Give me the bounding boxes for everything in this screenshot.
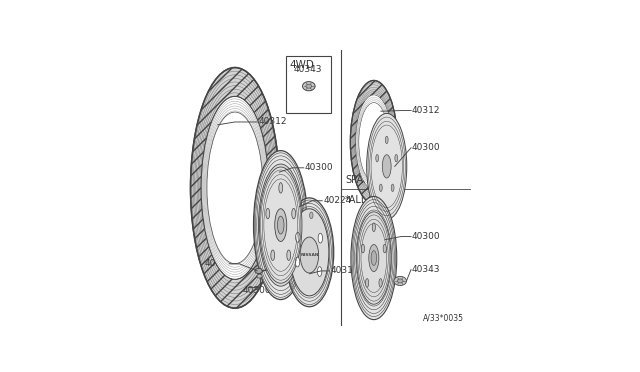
Ellipse shape xyxy=(287,250,291,260)
Ellipse shape xyxy=(397,279,403,283)
Ellipse shape xyxy=(382,155,391,178)
Text: 40315: 40315 xyxy=(330,266,359,275)
Text: SPARE: SPARE xyxy=(345,175,376,185)
Ellipse shape xyxy=(380,184,382,192)
Text: 40343: 40343 xyxy=(412,265,440,274)
Ellipse shape xyxy=(371,251,376,266)
Text: 40300: 40300 xyxy=(412,232,440,241)
Ellipse shape xyxy=(191,68,279,308)
Ellipse shape xyxy=(359,103,389,182)
Ellipse shape xyxy=(351,196,397,320)
Ellipse shape xyxy=(356,212,391,304)
Text: 40300: 40300 xyxy=(412,143,440,152)
Ellipse shape xyxy=(379,279,382,287)
Bar xyxy=(287,56,331,113)
Ellipse shape xyxy=(255,268,262,273)
Ellipse shape xyxy=(391,184,394,192)
Ellipse shape xyxy=(300,237,319,273)
Ellipse shape xyxy=(369,244,379,272)
Ellipse shape xyxy=(306,84,312,88)
Ellipse shape xyxy=(253,151,308,299)
Text: 40311: 40311 xyxy=(205,259,234,268)
Ellipse shape xyxy=(303,81,315,91)
Ellipse shape xyxy=(278,216,284,234)
Text: 40300A: 40300A xyxy=(242,286,277,295)
Ellipse shape xyxy=(317,267,322,276)
Ellipse shape xyxy=(285,198,333,307)
Text: 40343: 40343 xyxy=(293,65,322,74)
Ellipse shape xyxy=(275,209,287,241)
Ellipse shape xyxy=(318,233,323,243)
Ellipse shape xyxy=(383,244,387,253)
Text: 40312: 40312 xyxy=(412,106,440,115)
Text: *ALL: *ALL xyxy=(345,195,367,205)
Ellipse shape xyxy=(259,164,303,286)
Ellipse shape xyxy=(207,112,263,264)
Ellipse shape xyxy=(362,244,365,253)
Text: NISSAN: NISSAN xyxy=(300,253,319,257)
Ellipse shape xyxy=(394,276,406,286)
Ellipse shape xyxy=(365,279,369,287)
Text: A/33*0035: A/33*0035 xyxy=(423,314,464,323)
Ellipse shape xyxy=(266,208,269,219)
Text: 40312: 40312 xyxy=(259,118,287,126)
Ellipse shape xyxy=(296,232,300,242)
Ellipse shape xyxy=(310,212,313,219)
Text: 4WD: 4WD xyxy=(290,60,315,70)
Ellipse shape xyxy=(385,136,388,144)
Ellipse shape xyxy=(201,96,269,279)
Ellipse shape xyxy=(356,95,392,189)
Ellipse shape xyxy=(279,183,283,193)
Ellipse shape xyxy=(367,113,407,219)
Text: 40300: 40300 xyxy=(305,163,333,172)
Text: 40224: 40224 xyxy=(323,196,351,205)
Ellipse shape xyxy=(376,154,379,162)
Ellipse shape xyxy=(356,95,392,189)
Ellipse shape xyxy=(372,223,376,231)
Ellipse shape xyxy=(201,96,269,279)
Ellipse shape xyxy=(290,209,329,296)
Ellipse shape xyxy=(271,250,275,260)
Ellipse shape xyxy=(350,80,397,203)
Ellipse shape xyxy=(257,274,262,278)
Ellipse shape xyxy=(395,154,397,162)
Ellipse shape xyxy=(295,257,300,267)
Ellipse shape xyxy=(292,208,296,219)
Ellipse shape xyxy=(259,167,302,283)
